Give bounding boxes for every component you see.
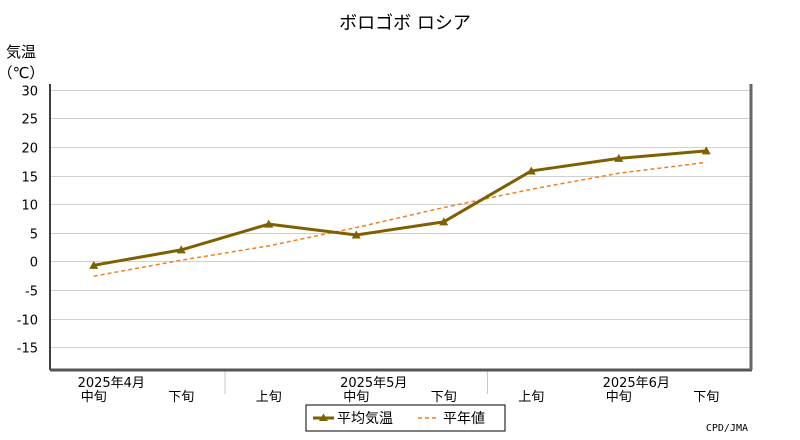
series-layer bbox=[89, 146, 711, 277]
legend: 平均気温 平年値 bbox=[305, 404, 506, 432]
credit-label: CPD/JMA bbox=[706, 423, 748, 434]
legend-normal-label: 平年値 bbox=[443, 411, 485, 427]
data-point-average bbox=[526, 166, 536, 175]
y-tick-label: 0 bbox=[30, 256, 38, 271]
data-point-average bbox=[701, 146, 711, 155]
x-tick-label: 上旬 bbox=[256, 390, 282, 405]
x-tick-label: 中旬 bbox=[81, 390, 107, 405]
data-point-average bbox=[439, 217, 449, 226]
x-tick-label: 下旬 bbox=[431, 390, 457, 405]
data-point-average bbox=[614, 153, 624, 162]
data-point-average bbox=[89, 260, 99, 269]
y-tick-label: -15 bbox=[17, 342, 38, 357]
month-label: 2025年4月 bbox=[78, 376, 145, 391]
x-tick-label: 中旬 bbox=[343, 390, 369, 405]
x-tick-label: 中旬 bbox=[606, 390, 632, 405]
data-point-average bbox=[176, 245, 186, 254]
x-tick-label: 下旬 bbox=[693, 390, 719, 405]
y-axis-unit: （℃） bbox=[0, 64, 44, 82]
y-tick-label: 10 bbox=[21, 199, 38, 214]
legend-avg-marker bbox=[319, 413, 328, 421]
y-axis-label: 気温 bbox=[6, 43, 36, 61]
y-tick-label: 5 bbox=[30, 228, 38, 243]
grid-lines bbox=[50, 90, 750, 348]
plot-frame bbox=[49, 84, 753, 372]
x-axis-ticks: 中旬 下旬 上旬 中旬 下旬 上旬 中旬 下旬 2025年4月 2025年5月 2025年6月 bbox=[78, 370, 719, 405]
y-tick-label: 30 bbox=[21, 85, 38, 100]
data-point-average bbox=[264, 219, 274, 228]
y-axis-ticks: 30 25 20 15 10 5 0 -5 -10 -15 bbox=[17, 85, 38, 357]
month-label: 2025年6月 bbox=[603, 376, 670, 391]
y-tick-label: -10 bbox=[17, 314, 38, 329]
series-line-average bbox=[93, 149, 707, 267]
legend-box bbox=[305, 404, 506, 432]
y-tick-label: 25 bbox=[21, 113, 38, 128]
month-label: 2025年5月 bbox=[340, 376, 407, 391]
y-tick-label: 20 bbox=[21, 142, 38, 157]
x-tick-label: 下旬 bbox=[168, 390, 194, 405]
legend-avg-label: 平均気温 bbox=[337, 411, 393, 427]
series-line-normal bbox=[93, 161, 707, 277]
y-tick-label: 15 bbox=[21, 171, 38, 186]
chart-title: ボロゴボ ロシア bbox=[339, 13, 471, 34]
x-tick-label: 上旬 bbox=[518, 390, 544, 405]
data-point-average bbox=[351, 230, 361, 239]
y-tick-label: -5 bbox=[25, 285, 38, 300]
